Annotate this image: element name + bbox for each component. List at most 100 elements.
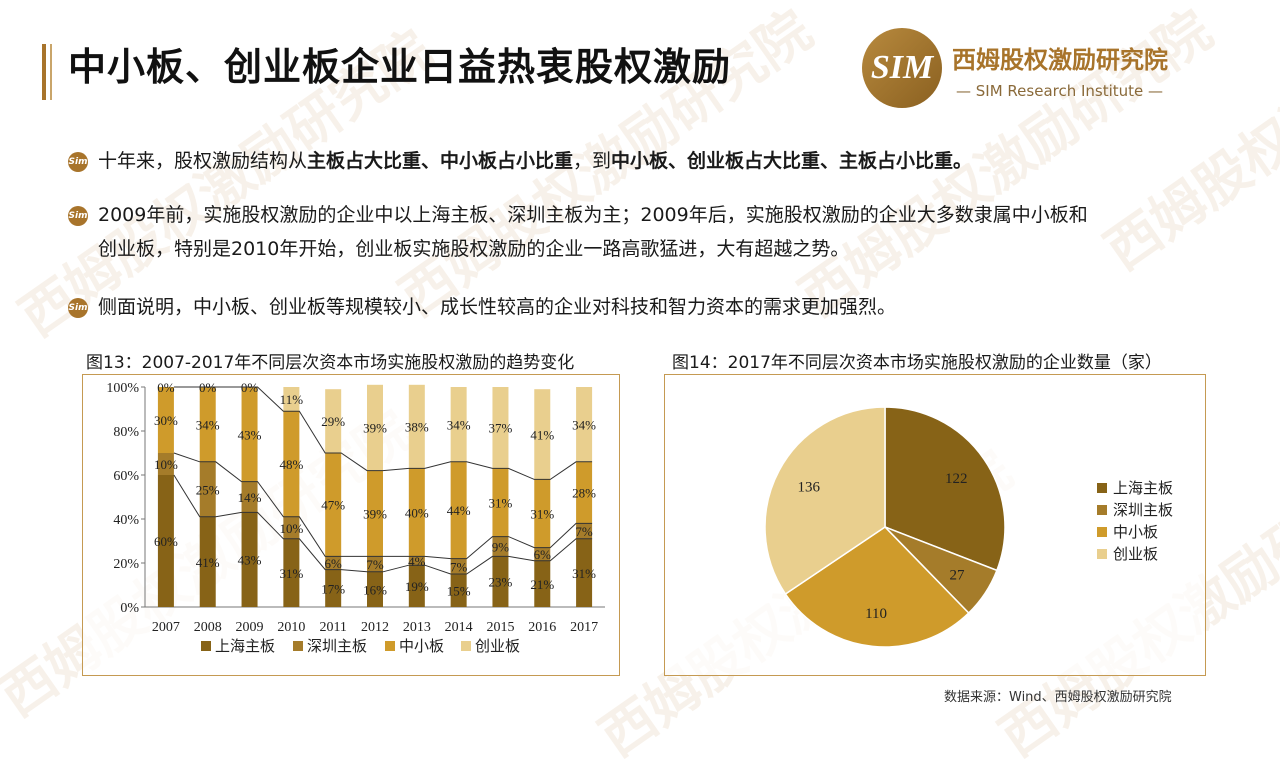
data-label: 34% xyxy=(196,417,220,432)
bar-segment xyxy=(283,411,300,517)
slice-label: 27 xyxy=(950,568,966,584)
x-tick-label: 2010 xyxy=(277,620,305,635)
chart-1-frame: 0% 20% 40% 60% 80% 100% 60% 10% 30% 0% 2007 41% 25% 3… xyxy=(82,374,620,676)
data-label: 21% xyxy=(530,577,554,592)
stacked-bar-chart: 0% 20% 40% 60% 80% 100% 60% 10% 30% 0% 2007 41% 25% 3… xyxy=(106,380,605,655)
x-tick-label: 2015 xyxy=(486,620,514,635)
bar-segment xyxy=(576,538,593,607)
bar-segment xyxy=(450,461,467,559)
chart-2-title: 图14：2017年不同层次资本市场实施股权激励的企业数量（家） xyxy=(672,353,1162,373)
y-tick-label: 0% xyxy=(120,601,139,616)
data-label: 39% xyxy=(363,421,387,436)
chart-1-title: 图13：2007-2017年不同层次资本市场实施股权激励的趋势变化 xyxy=(86,353,575,373)
x-tick-label: 2014 xyxy=(445,620,473,635)
bar-segment xyxy=(367,384,383,471)
bar-segment xyxy=(157,453,174,475)
data-label: 41% xyxy=(530,427,554,442)
data-label: 7% xyxy=(575,524,593,539)
pie-slice xyxy=(784,526,970,648)
y-tick-label: 60% xyxy=(113,469,139,484)
x-tick-label: 2017 xyxy=(570,620,598,635)
bullet-2-line: 创业板，特别是2010年开始，创业板实施股权激励的企业一路高歌猛进，大有超越之势… xyxy=(98,238,850,260)
bar-segment xyxy=(408,565,425,607)
bullet-icon: Sim xyxy=(68,290,98,324)
legend-swatch xyxy=(201,641,211,651)
x-tick-label: 2013 xyxy=(403,620,431,635)
bar-segment xyxy=(241,512,258,607)
bar-segment xyxy=(241,481,258,513)
brand-subtitle: — SIM Research Institute — xyxy=(956,82,1164,100)
legend-swatch xyxy=(385,641,395,651)
data-label: 30% xyxy=(154,413,178,428)
brand-name: 西姆股权激励研究院 xyxy=(952,46,1168,74)
x-tick-label: 2008 xyxy=(194,620,222,635)
chart-2-frame: 122 27 110 136 上海主板 深圳主板 中小板 创业板 xyxy=(664,374,1206,676)
data-label: 11% xyxy=(280,392,304,407)
bullet-1-bold: 主板占大比重、中小板占小比重 xyxy=(307,150,574,172)
data-label: 7% xyxy=(366,557,384,572)
data-label: 40% xyxy=(405,505,429,520)
legend-label: 中小板 xyxy=(1113,523,1158,541)
bar-segment xyxy=(157,387,174,453)
title-accent-bar xyxy=(42,44,46,100)
pie-slice xyxy=(884,406,1006,572)
bar-segment xyxy=(492,556,509,607)
bar-segment xyxy=(450,387,467,462)
legend-swatch xyxy=(1097,483,1107,493)
data-label: 43% xyxy=(238,553,262,568)
x-tick-label: 2012 xyxy=(361,620,389,635)
slice-label: 122 xyxy=(945,471,968,487)
data-label: 38% xyxy=(405,420,429,435)
data-label: 31% xyxy=(279,566,303,581)
bullet-1-text: ，到 xyxy=(573,150,612,172)
pie-slice xyxy=(764,406,886,596)
bar-segment xyxy=(199,461,216,517)
y-tick-label: 80% xyxy=(113,425,139,440)
data-label: 6% xyxy=(325,556,343,571)
data-label: 17% xyxy=(321,581,345,596)
page-title: 中小板、创业板企业日益热衷股权激励 xyxy=(68,45,732,89)
series-connector xyxy=(173,474,593,575)
bullet-2-line: 2009年前，实施股权激励的企业中以上海主板、深圳主板为主；2009年后，实施股… xyxy=(98,204,1088,226)
data-label: 44% xyxy=(447,503,471,518)
legend-label: 上海主板 xyxy=(1113,479,1173,497)
y-tick-label: 100% xyxy=(106,381,139,396)
slice-label: 136 xyxy=(797,479,820,495)
legend-label: 深圳主板 xyxy=(307,637,367,655)
bar-segment xyxy=(157,475,174,607)
bar-segment xyxy=(534,389,551,480)
bar-segment xyxy=(408,384,425,469)
data-label: 41% xyxy=(196,555,220,570)
data-label: 34% xyxy=(447,417,471,432)
legend-swatch xyxy=(1097,527,1107,537)
data-label: 19% xyxy=(405,579,429,594)
data-label: 23% xyxy=(489,575,513,590)
bar-segment xyxy=(325,556,342,570)
bullet-2: 2009年前，实施股权激励的企业中以上海主板、深圳主板为主；2009年后，实施股… xyxy=(98,198,1088,266)
data-label: 60% xyxy=(154,534,178,549)
data-label: 10% xyxy=(279,521,303,536)
data-label: 6% xyxy=(534,547,552,562)
data-label: 34% xyxy=(572,417,596,432)
legend-swatch xyxy=(1097,505,1107,515)
bar-segment xyxy=(367,556,383,572)
bar-segment xyxy=(450,558,467,574)
sim-logo: SIM xyxy=(862,28,942,108)
legend-label: 上海主板 xyxy=(215,637,275,655)
data-label: 47% xyxy=(321,498,345,513)
x-tick-label: 2007 xyxy=(152,620,180,635)
legend-label: 中小板 xyxy=(399,637,444,655)
bar-segment xyxy=(492,536,509,557)
bar-segment xyxy=(534,560,551,607)
bar-segment xyxy=(408,468,425,557)
bar-segment xyxy=(492,468,509,537)
y-tick-label: 40% xyxy=(113,513,139,528)
slice-label: 110 xyxy=(865,606,887,622)
data-label: 9% xyxy=(492,540,510,555)
bar-segment xyxy=(367,571,383,607)
bar-segment xyxy=(283,387,300,412)
legend-swatch xyxy=(293,641,303,651)
title-accent-bar xyxy=(50,44,52,100)
bar-segment xyxy=(576,523,593,539)
data-label: 0% xyxy=(157,380,175,395)
